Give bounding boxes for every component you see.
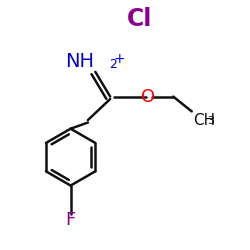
Text: O: O <box>142 88 156 106</box>
Text: Cl: Cl <box>127 7 152 31</box>
Text: F: F <box>66 211 76 229</box>
Text: 2: 2 <box>109 58 117 70</box>
Text: NH: NH <box>65 52 94 70</box>
Text: CH: CH <box>193 113 215 128</box>
Text: 3: 3 <box>207 116 214 126</box>
Text: +: + <box>114 52 126 66</box>
